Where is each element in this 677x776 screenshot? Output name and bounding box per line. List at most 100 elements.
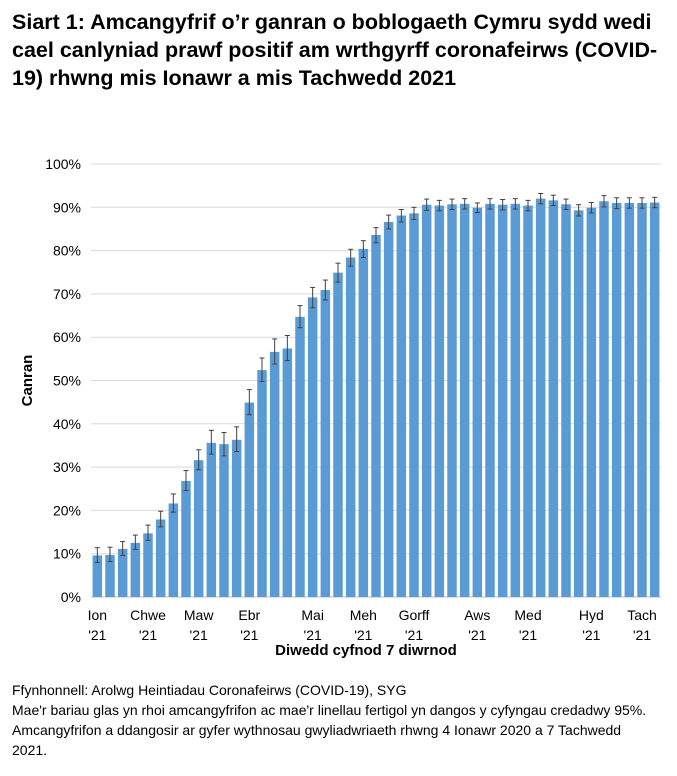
bar (434, 205, 445, 597)
error-bar (411, 206, 417, 220)
error-bar (297, 305, 303, 329)
bar (383, 222, 394, 597)
error-bar (284, 334, 290, 362)
x-tick-year: '21 (240, 627, 258, 643)
bar (472, 207, 483, 597)
x-axis-label: Diwedd cyfnod 7 diwrnod (275, 642, 457, 659)
bar (307, 297, 318, 597)
bar (193, 460, 204, 597)
error-bar (576, 204, 582, 217)
error-bar (550, 194, 556, 207)
x-tick-month: Med (514, 607, 541, 623)
error-bar (310, 286, 316, 309)
y-tick-label: 10% (53, 546, 81, 562)
x-tick-month: Aws (464, 607, 490, 623)
error-bar (512, 198, 518, 210)
error-bar (474, 202, 480, 213)
bar (130, 542, 141, 597)
bar (257, 370, 267, 597)
error-bar (132, 534, 138, 550)
chart-footer: Ffynhonnell: Arolwg Heintiadau Coronafei… (12, 680, 652, 760)
y-tick-label: 80% (53, 243, 81, 259)
bar (206, 442, 217, 597)
x-tick-month: Mai (301, 607, 324, 623)
error-bar (652, 196, 658, 209)
error-bar (183, 470, 189, 491)
bar (624, 202, 635, 597)
y-tick-label: 50% (53, 373, 81, 389)
error-bar (335, 262, 341, 283)
bar (396, 215, 407, 597)
bar (269, 351, 280, 597)
error-bar (500, 199, 506, 211)
error-bar (449, 198, 455, 210)
error-bar (259, 357, 265, 382)
error-bar (94, 547, 100, 563)
x-tick-year: '21 (468, 627, 486, 643)
x-tick-month: Hyd (579, 607, 604, 623)
x-tick-year: '21 (405, 627, 423, 643)
x-tick-year: '21 (519, 627, 537, 643)
error-bar (196, 449, 202, 471)
bar (282, 348, 293, 597)
x-tick-month: Meh (350, 607, 377, 623)
error-bar (120, 541, 126, 556)
x-tick-year: '21 (354, 627, 372, 643)
error-bar (386, 214, 392, 230)
error-bar (588, 202, 594, 214)
bar (649, 202, 660, 598)
error-bar (436, 199, 442, 212)
x-tick-year: '21 (139, 627, 157, 643)
bar (485, 203, 495, 597)
error-bar (462, 198, 468, 210)
error-bar (170, 493, 176, 513)
bar (459, 203, 470, 597)
bar (143, 533, 153, 597)
error-bar (487, 198, 493, 210)
error-bar (614, 197, 620, 210)
x-tick-month: Chwe (130, 607, 166, 623)
bar (219, 444, 229, 597)
bar (333, 272, 343, 597)
y-tick-label: 30% (53, 459, 81, 475)
bar (611, 202, 622, 597)
bar-chart: 0% 10% 20% 30% 40% 50% 60% 70% 80% 90% 100% Ion '21… (19, 156, 661, 659)
error-bar (525, 199, 531, 212)
y-tick-label: 90% (53, 199, 81, 215)
error-bar (563, 198, 569, 210)
bar (523, 205, 533, 597)
bar (295, 316, 305, 597)
bar (345, 257, 356, 597)
bar (586, 207, 597, 597)
bar (421, 204, 432, 597)
error-bar (360, 240, 366, 259)
bar (548, 200, 559, 597)
y-axis-label: Canran (19, 355, 36, 407)
x-tick-month: Tach (627, 607, 657, 623)
y-tick-label: 70% (53, 286, 81, 302)
bar (168, 503, 179, 597)
bar (447, 204, 457, 598)
error-bars (94, 192, 658, 563)
x-tick-month: Gorff (399, 607, 430, 623)
bar (573, 210, 584, 597)
error-bar (639, 197, 645, 209)
error-bar (398, 208, 404, 223)
y-tick-label: 0% (61, 589, 81, 605)
bar (358, 248, 369, 598)
bar (599, 201, 609, 597)
x-tick-year: '21 (304, 627, 322, 643)
error-bar (221, 431, 227, 457)
error-bar (348, 248, 354, 267)
bar (535, 198, 546, 597)
error-bar (538, 192, 544, 205)
error-bar (246, 389, 252, 416)
error-bar (107, 546, 113, 562)
bar (181, 480, 191, 597)
bar (637, 202, 647, 597)
x-axis-ticks: Ion '21 Chwe '21 Maw '21 Ebr '21 Mai '21 Meh '21 Gor… (88, 607, 657, 643)
bar (231, 439, 242, 597)
x-tick-month: Ion (88, 607, 107, 623)
bar (510, 203, 521, 597)
error-bar (322, 279, 328, 301)
